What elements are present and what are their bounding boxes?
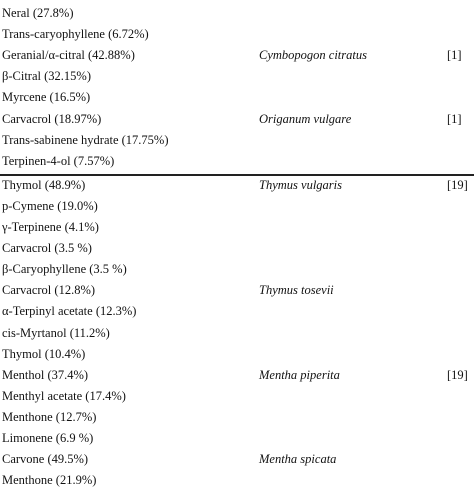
compound-cell: Carvacrol (18.97%) [2,111,102,126]
table: Neral (27.8%) Trans-caryophyllene (6.72%)… [0,6,474,487]
compound-cell: Menthol (37.4%) [2,367,89,382]
ref-cell: [1] [447,111,462,126]
species-cell: Thymus vulgaris [259,177,342,192]
compound-cell: Limonene (6.9 %) [2,431,94,445]
compound-cell: Carvacrol (3.5 %) [2,241,92,256]
compound-cell: α-Terpinyl acetate (12.3%) [2,304,137,319]
compound-cell: Menthyl acetate (17.4%) [2,388,126,403]
species-cell: Thymus tosevii [259,283,334,298]
compound-cell: Myrcene (16.5%) [2,90,91,105]
compound-cell: Trans-caryophyllene (6.72%) [2,27,149,42]
species-cell: Origanum vulgare [259,111,352,126]
species-cell: Mentha piperita [259,367,340,382]
compound-cell: γ-Terpinene (4.1%) [2,220,99,234]
compound-cell: Neral (27.8%) [2,6,74,20]
compound-cell: Terpinen-4-ol (7.57%) [2,153,115,168]
compound-cell: β-Caryophyllene (3.5 %) [2,262,127,277]
ref-cell: [1] [447,48,462,63]
compound-cell: Trans-sabinene hydrate (17.75%) [2,132,169,147]
compound-cell: β-Citral (32.15%) [2,69,91,84]
compound-cell: Geranial/α-citral (42.88%) [2,48,135,63]
compound-cell: cis-Myrtanol (11.2%) [2,325,110,340]
compound-cell: Menthone (12.7%) [2,409,97,424]
compound-cell: Menthone (21.9%) [2,473,97,487]
compound-cell: Carvacrol (12.8%) [2,283,96,298]
compound-cell: p-Cymene (19.0%) [2,198,98,213]
compound-cell: Thymol (10.4%) [2,346,86,361]
compound-cell: Thymol (48.9%) [2,177,86,192]
species-cell: Mentha spicata [259,452,337,467]
ref-cell: [19] [447,177,468,192]
ref-cell: [19] [447,367,468,382]
group-separator [0,173,474,176]
species-cell: Cymbopogon citratus [259,48,367,63]
compound-cell: Carvone (49.5%) [2,452,89,467]
